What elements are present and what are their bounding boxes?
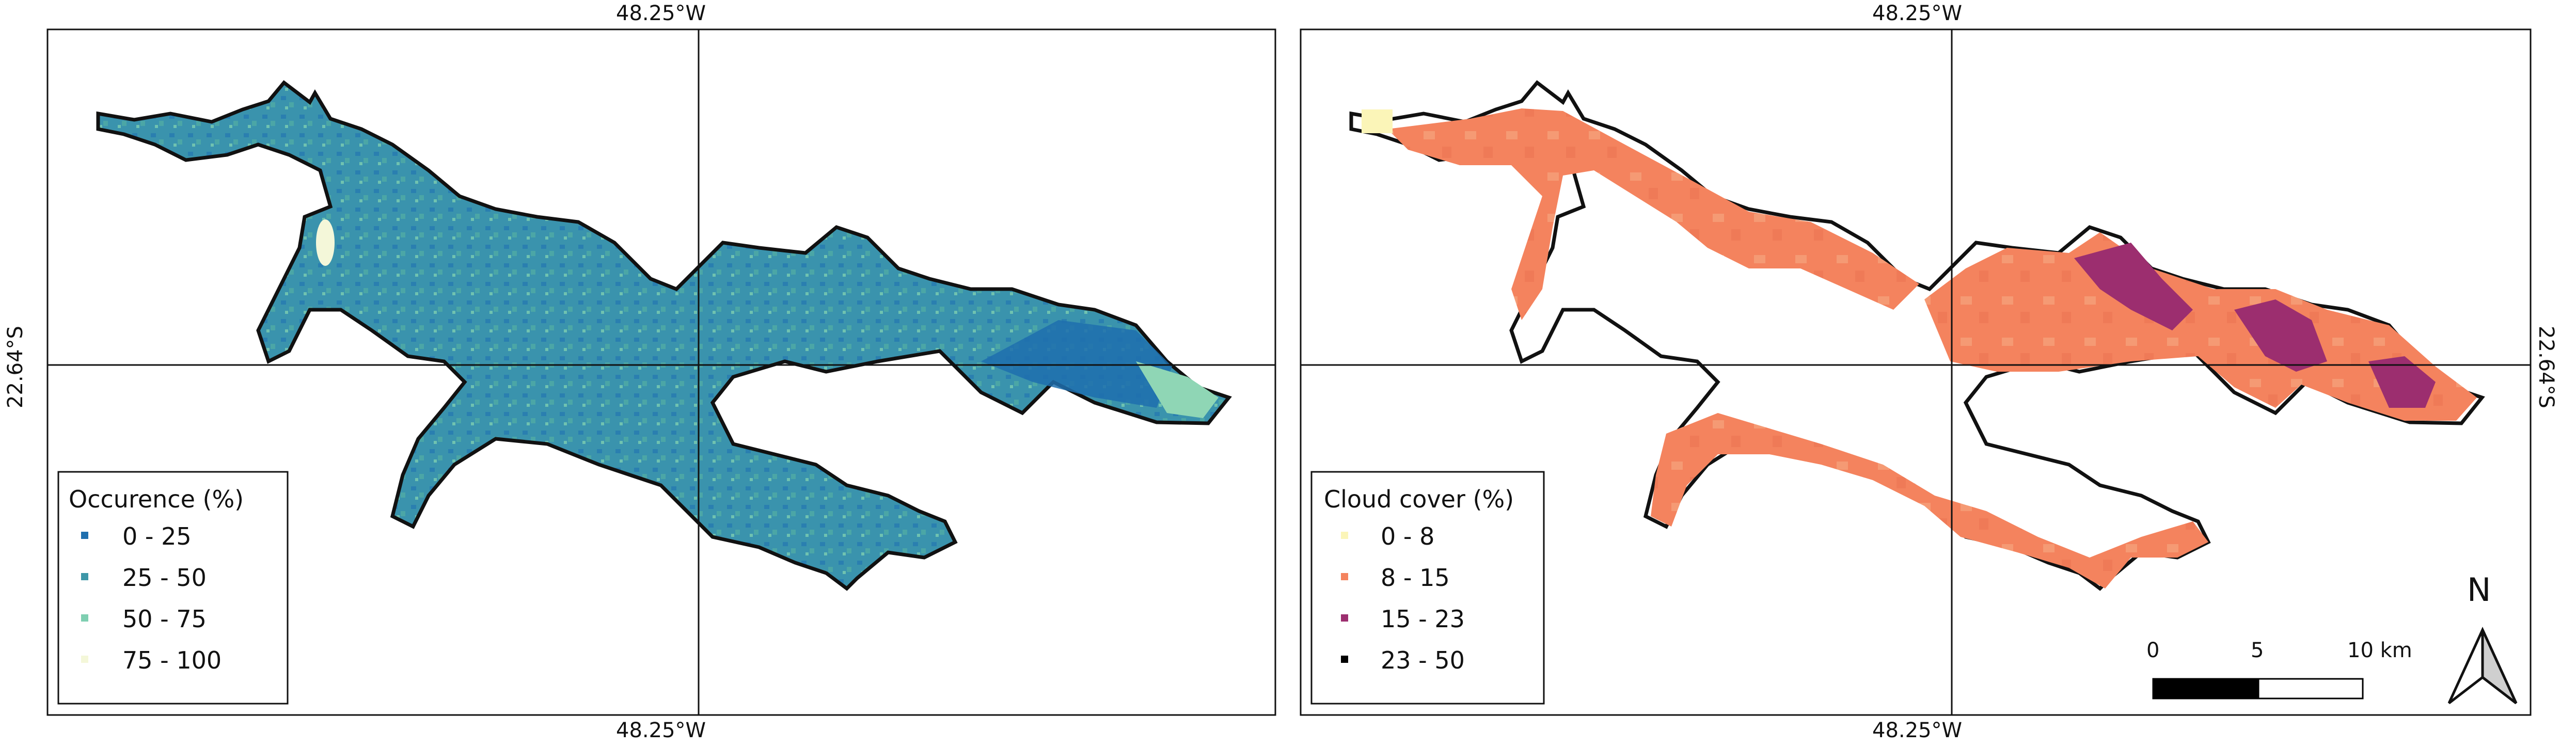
legend-swatch-2 [1341, 614, 1348, 622]
legend-swatch-0 [1341, 532, 1348, 539]
cloud-legend-title: Cloud cover (%) [1324, 485, 1514, 513]
left-bottom-lon-label: 48.25°W [616, 719, 706, 742]
left-lat-label: 22.64°S [3, 326, 27, 408]
high-cloud-patch-1 [2074, 243, 2193, 330]
legend-swatch-1 [81, 573, 88, 580]
legend-swatch-3 [1341, 656, 1348, 663]
high-cloud-patch-3 [2368, 356, 2436, 408]
north-arrow-icon [2447, 626, 2518, 704]
legend-swatch-2 [81, 614, 88, 622]
scale-label-10km: 10 km [2347, 639, 2412, 662]
occurrence-map [46, 28, 1276, 716]
high-cloud-patch-2 [2234, 299, 2327, 372]
cloud-patch-main-channel [1924, 232, 2477, 421]
legend-swatch-1 [1341, 573, 1348, 580]
cloud-legend-box [1310, 471, 1545, 705]
low-occurrence-patch [981, 320, 1172, 408]
legend-label-1: 25 - 50 [122, 564, 207, 592]
occurrence-legend-box [57, 471, 289, 705]
cloud-patch-south-arm [1651, 413, 2208, 589]
legend-label-1: 8 - 15 [1381, 564, 1450, 592]
low-cloud-patch [1362, 109, 1393, 133]
right-lat-label: 22.64°S [2534, 326, 2558, 408]
high-occurrence-patch [1136, 361, 1219, 418]
cloud-patch-north-arm [1387, 108, 1919, 320]
legend-label-0: 0 - 25 [122, 522, 192, 550]
legend-swatch-3 [81, 656, 88, 663]
legend-label-3: 75 - 100 [122, 646, 222, 674]
right-top-lon-label: 48.25°W [1872, 2, 1963, 25]
cloud-cover-map [1300, 28, 2532, 716]
legend-label-2: 50 - 75 [122, 605, 207, 633]
scale-label-5: 5 [2251, 639, 2264, 662]
occurrence-legend-title: Occurence (%) [69, 485, 244, 513]
scale-label-0: 0 [2146, 639, 2160, 662]
legend-label-3: 23 - 50 [1381, 646, 1465, 674]
right-bottom-lon-label: 48.25°W [1872, 719, 1963, 742]
left-top-lon-label: 48.25°W [616, 2, 706, 25]
legend-label-2: 15 - 23 [1381, 605, 1465, 633]
north-label: N [2467, 571, 2491, 609]
scale-bar [2152, 678, 2364, 700]
legend-swatch-0 [81, 532, 88, 539]
legend-label-0: 0 - 8 [1381, 522, 1435, 550]
island-patch [316, 219, 335, 266]
